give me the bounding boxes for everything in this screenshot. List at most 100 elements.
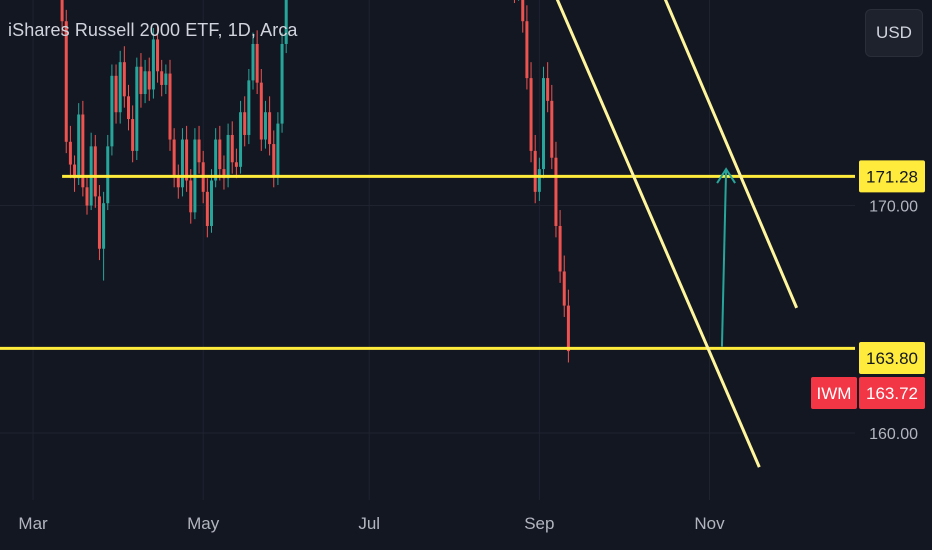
channel-trendline [555,0,761,468]
currency-button[interactable]: USD [865,9,923,57]
candle [272,130,276,188]
candle-body [550,100,554,158]
candle-body [205,191,209,226]
candle [151,28,155,99]
candle [546,62,550,113]
candle-body [197,139,201,163]
candle-body [546,78,550,101]
candle [222,155,226,190]
candle-body [259,82,263,140]
candle-body [533,150,537,192]
candle [147,57,151,101]
candle-body [239,112,243,167]
candle-body [81,114,85,188]
candle-body [135,66,139,151]
price-tick-label: 160.00 [869,426,918,443]
candle [97,185,101,261]
candle-body [73,164,77,179]
candle [106,134,110,211]
candle-body [97,196,101,249]
drawings [0,0,855,468]
candle [525,5,529,90]
candle [122,46,126,108]
chart-title: iShares Russell 2000 ETF, 1D, Arca [8,20,298,40]
price-label-box [859,377,925,409]
candle [139,53,143,108]
candle [118,50,122,124]
candle-body [180,139,184,188]
price-label-box [859,342,925,374]
candle [276,112,280,186]
candle [89,132,93,211]
candle-body [537,169,541,192]
candle [64,9,68,154]
candle [243,96,247,147]
candle [566,289,570,363]
candle [255,30,259,95]
candle [114,64,118,124]
candle-body [268,112,272,145]
candle-body [131,119,135,151]
candle-body [218,139,222,170]
candle-body [230,134,234,163]
candle-body [251,43,255,81]
candle-body [122,62,126,97]
candle [93,134,97,208]
candle-body [566,305,570,352]
channel-trendline [663,0,799,309]
price-label-box [859,160,925,193]
candle [156,25,160,83]
candle-body [102,203,106,249]
candle [558,210,562,283]
candle-body [521,0,525,22]
candle [81,100,85,197]
symbol-tag-box [811,377,857,409]
candle [172,128,176,188]
candle [77,103,81,186]
candle-body [280,43,284,124]
candle-body [284,0,288,44]
candle-body [68,141,72,165]
candle-body [529,78,533,151]
time-axis[interactable]: Mar May Jul Sep Nov [18,514,725,533]
candle [60,0,64,35]
candle-body [247,80,251,135]
candle [280,32,284,133]
symbol-tag-text: IWM [817,384,852,403]
candle-body [525,21,529,79]
price-axis-background [855,0,932,550]
price-tick-label: 170.00 [869,199,918,216]
candle [168,59,172,151]
candle-body [263,112,267,140]
candle-body [185,139,189,181]
candle-body [176,175,180,188]
candle-body [172,139,176,176]
candle [542,66,545,179]
candle [102,191,106,281]
candle-body [542,78,545,170]
candle [230,121,234,174]
candle-body [160,71,164,85]
candle-body [243,112,247,135]
price-labels: 171.28 163.80 163.72 IWM [811,160,925,409]
candles [60,0,570,363]
candle-body [106,146,110,204]
candle-body [64,21,68,142]
projection-arrow-shaft [720,169,728,347]
candle-body [255,43,259,83]
candle [234,148,238,179]
candle [193,128,197,220]
price-label-171-28: 171.28 [859,160,925,193]
candle-body [222,169,226,179]
price-label-163-72: 163.72 IWM [811,377,925,409]
candle-body [164,73,168,85]
candle [210,169,213,233]
candle-body [554,157,558,226]
price-label-163-80: 163.80 [859,342,925,374]
candle-body [147,71,151,90]
candle-body [272,144,276,176]
candle [197,125,201,174]
candle-body [110,75,114,147]
